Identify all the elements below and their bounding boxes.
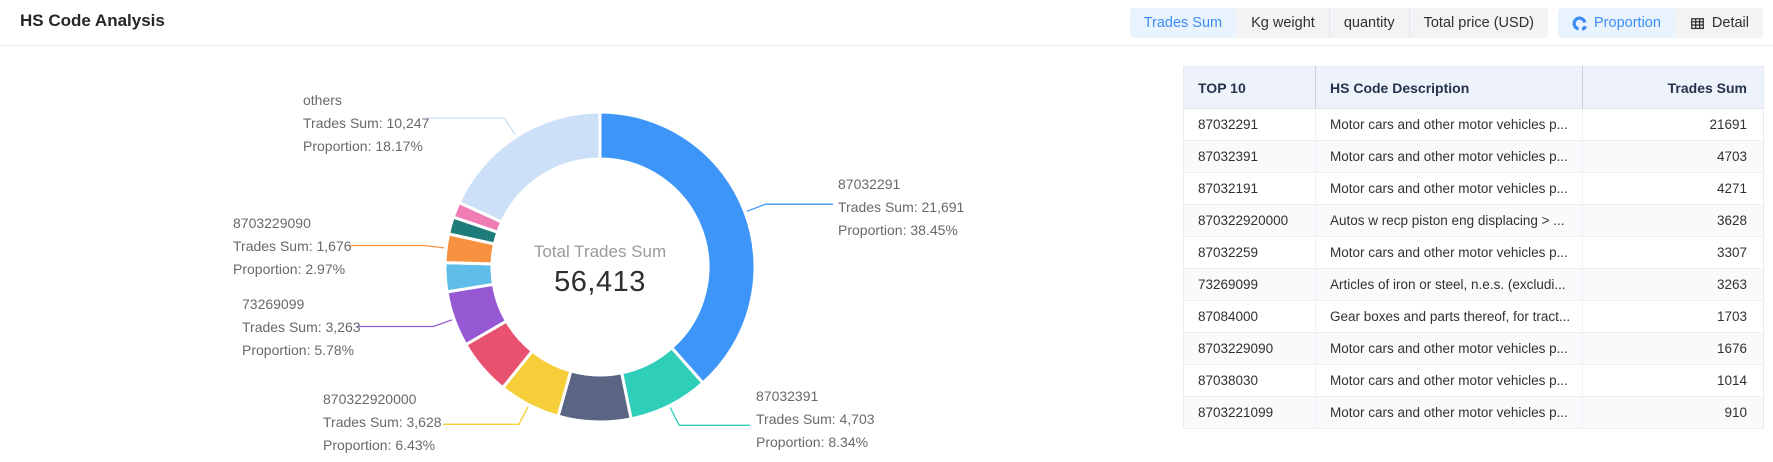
view-button-proportion[interactable]: Proportion [1558, 8, 1675, 38]
trades-sum-cell: 1703 [1582, 300, 1764, 333]
hs-code-cell: 870322920000 [1183, 204, 1316, 237]
slice-label-sum: Trades Sum: 4,703 [756, 411, 875, 427]
table-row[interactable]: 87032291 Motor cars and other motor vehic… [1183, 108, 1764, 141]
description-cell: Motor cars and other motor vehicles p... [1315, 140, 1583, 173]
slice-label-sum: Trades Sum: 1,676 [233, 238, 352, 254]
chart-center-label: Total Trades Sum 56,413 [450, 242, 750, 299]
column-header-hs-code-description: HS Code Description [1315, 66, 1583, 109]
table-row[interactable]: 87032259 Motor cars and other motor vehic… [1183, 236, 1764, 269]
slice-label-sum: Trades Sum: 3,628 [323, 414, 442, 430]
hs-code-cell: 87032291 [1183, 108, 1316, 141]
hs-code-cell: 87038030 [1183, 364, 1316, 397]
description-cell: Autos w recp piston eng displacing > ... [1315, 204, 1583, 237]
column-header-top-10: TOP 10 [1183, 66, 1316, 109]
slice-label-name: 8703229090 [233, 215, 311, 231]
pie-chart-icon [1572, 16, 1587, 31]
table-row[interactable]: 87032191 Motor cars and other motor vehic… [1183, 172, 1764, 205]
pie-slice-others[interactable] [457, 110, 602, 224]
hs-code-cell: 8703221099 [1183, 396, 1316, 429]
pie-slice-87032291[interactable] [598, 110, 757, 385]
hs-code-cell: 8703229090 [1183, 332, 1316, 365]
description-cell: Motor cars and other motor vehicles p... [1315, 236, 1583, 269]
table-row[interactable]: 87032391 Motor cars and other motor vehic… [1183, 140, 1764, 173]
top10-table: TOP 10 HS Code Description Trades Sum 8703… [1183, 66, 1764, 429]
slice-label-sum: Trades Sum: 21,691 [838, 199, 965, 215]
label-line-87032391 [669, 407, 750, 426]
column-header-trades-sum: Trades Sum [1582, 66, 1764, 109]
slice-label-87032391: 87032391 Trades Sum: 4,703 Proportion: 8.3… [756, 385, 875, 454]
label-line-73269099 [357, 319, 453, 328]
header-divider [0, 45, 1773, 46]
metric-button-trades-sum[interactable]: Trades Sum [1129, 8, 1237, 38]
slice-label-name: 870322920000 [323, 391, 417, 407]
trades-sum-cell: 21691 [1582, 108, 1764, 141]
description-cell: Motor cars and other motor vehicles p... [1315, 364, 1583, 397]
metric-button-quantity[interactable]: quantity [1328, 8, 1409, 38]
trades-sum-cell: 4271 [1582, 172, 1764, 205]
metric-button-label: Trades Sum [1143, 15, 1223, 31]
metric-button-total-price-usd[interactable]: Total price (USD) [1408, 8, 1548, 38]
table-row[interactable]: 87084000 Gear boxes and parts thereof, fo… [1183, 300, 1764, 333]
slice-label-proportion: Proportion: 18.17% [303, 138, 423, 154]
slice-label-8703229090: 8703229090 Trades Sum: 1,676 Proportion: 2… [233, 212, 352, 281]
slice-label-proportion: Proportion: 6.43% [323, 437, 436, 453]
view-button-label: Detail [1711, 15, 1749, 31]
table-row[interactable]: 8703221099 Motor cars and other motor veh… [1183, 396, 1764, 429]
slice-label-proportion: Proportion: 2.97% [233, 261, 346, 277]
description-cell: Motor cars and other motor vehicles p... [1315, 108, 1583, 141]
slice-label-name: 87032291 [838, 176, 901, 192]
metric-button-kg-weight[interactable]: Kg weight [1236, 8, 1329, 38]
page-title: HS Code Analysis [20, 11, 165, 30]
label-line-8703229090 [350, 244, 445, 249]
donut-chart [350, 110, 833, 426]
description-cell: Motor cars and other motor vehicles p... [1315, 396, 1583, 429]
table-row[interactable]: 870322920000 Autos w recp piston eng disp… [1183, 204, 1764, 237]
slice-label-sum: Trades Sum: 3,263 [242, 319, 361, 335]
trades-sum-cell: 910 [1582, 396, 1764, 429]
table-row[interactable]: 87038030 Motor cars and other motor vehic… [1183, 364, 1764, 397]
description-cell: Gear boxes and parts thereof, for tract.… [1315, 300, 1583, 333]
metric-button-label: quantity [1343, 15, 1395, 31]
trades-sum-cell: 1676 [1582, 332, 1764, 365]
table-row[interactable]: 73269099 Articles of iron or steel, n.e.s… [1183, 268, 1764, 301]
metric-button-group: Trades Sum Kg weight quantity Total price (… [1129, 8, 1548, 38]
chart-center-title: Total Trades Sum [533, 242, 667, 261]
trades-sum-cell: 1014 [1582, 364, 1764, 397]
table-icon [1690, 17, 1704, 29]
slice-label-name: others [303, 92, 342, 108]
description-cell: Motor cars and other motor vehicles p... [1315, 332, 1583, 365]
slice-label-73269099: 73269099 Trades Sum: 3,263 Proportion: 5.7… [242, 293, 361, 362]
hs-code-cell: 87032191 [1183, 172, 1316, 205]
label-line-87032291 [746, 203, 833, 212]
slice-label-proportion: Proportion: 38.45% [838, 222, 958, 238]
metric-button-label: Total price (USD) [1423, 15, 1534, 31]
slice-label-name: 73269099 [242, 296, 305, 312]
description-cell: Articles of iron or steel, n.e.s. (exclu… [1315, 268, 1583, 301]
label-line-others [427, 117, 516, 136]
table-row[interactable]: 8703229090 Motor cars and other motor veh… [1183, 332, 1764, 365]
trades-sum-cell: 3628 [1582, 204, 1764, 237]
view-button-label: Proportion [1594, 15, 1661, 31]
donut-chart-area: Total Trades Sum 56,413 87032291 Trades S… [0, 46, 1040, 462]
hs-code-cell: 73269099 [1183, 268, 1316, 301]
label-line-870322920000 [443, 406, 529, 425]
description-cell: Motor cars and other motor vehicles p... [1315, 172, 1583, 205]
slice-label-proportion: Proportion: 5.78% [242, 342, 355, 358]
slice-label-others: others Trades Sum: 10,247 Proportion: 18.1… [303, 89, 429, 158]
trades-sum-cell: 3307 [1582, 236, 1764, 269]
view-button-group: Proportion Detail [1558, 8, 1763, 38]
view-button-detail[interactable]: Detail [1675, 8, 1763, 38]
slice-label-870322920000: 870322920000 Trades Sum: 3,628 Proportion:… [323, 388, 442, 457]
trades-sum-cell: 3263 [1582, 268, 1764, 301]
slice-label-name: 87032391 [756, 388, 819, 404]
trades-sum-cell: 4703 [1582, 140, 1764, 173]
slice-label-proportion: Proportion: 8.34% [756, 434, 869, 450]
chart-center-value: 56,413 [554, 266, 646, 298]
hs-code-cell: 87032259 [1183, 236, 1316, 269]
slice-label-87032291: 87032291 Trades Sum: 21,691 Proportion: 38… [838, 173, 964, 242]
hs-code-cell: 87032391 [1183, 140, 1316, 173]
metric-button-label: Kg weight [1251, 15, 1315, 31]
slice-label-sum: Trades Sum: 10,247 [303, 115, 430, 131]
hs-code-cell: 87084000 [1183, 300, 1316, 333]
